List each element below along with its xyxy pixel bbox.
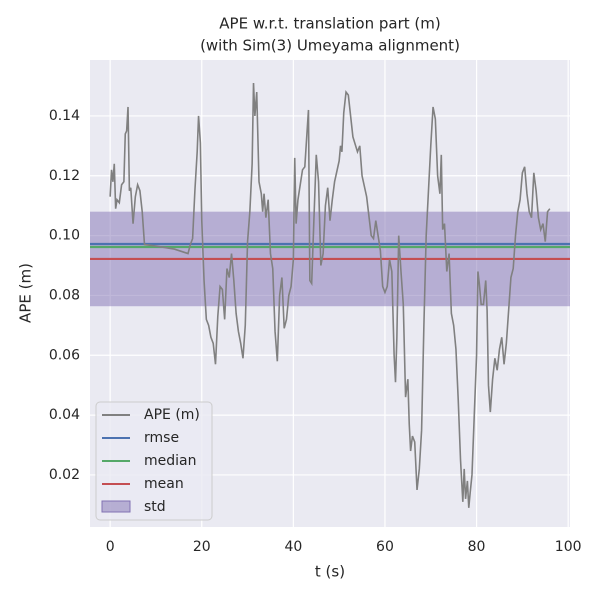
legend-label: APE (m) [144,407,200,423]
legend-box [95,401,213,521]
series-line [109,83,551,508]
y-axis-label: APE (m) [17,263,35,323]
y-tick-label: 0.14 [49,108,80,124]
x-tick-label: 0 [106,539,115,555]
legend-label: median [144,453,196,469]
x-tick-label: 80 [468,539,486,555]
legend-label: std [144,499,166,515]
y-tick-label: 0.06 [49,347,80,363]
y-tick-label: 0.08 [49,287,80,303]
y-tick-label: 0.02 [49,467,80,483]
legend-label: mean [144,476,184,492]
chart-subtitle: (with Sim(3) Umeyama alignment) [200,37,460,55]
y-tick-label: 0.10 [49,228,80,244]
legend-swatch [101,500,131,513]
x-tick-label: 100 [555,539,582,555]
legend-label: rmse [144,430,179,446]
chart-title: APE w.r.t. translation part (m) [219,15,440,33]
x-axis-label: t (s) [315,563,345,581]
x-tick-label: 20 [193,539,211,555]
x-tick-label: 40 [284,539,302,555]
y-tick-label: 0.12 [49,168,80,184]
x-tick-label: 60 [376,539,394,555]
y-tick-label: 0.04 [49,407,80,423]
